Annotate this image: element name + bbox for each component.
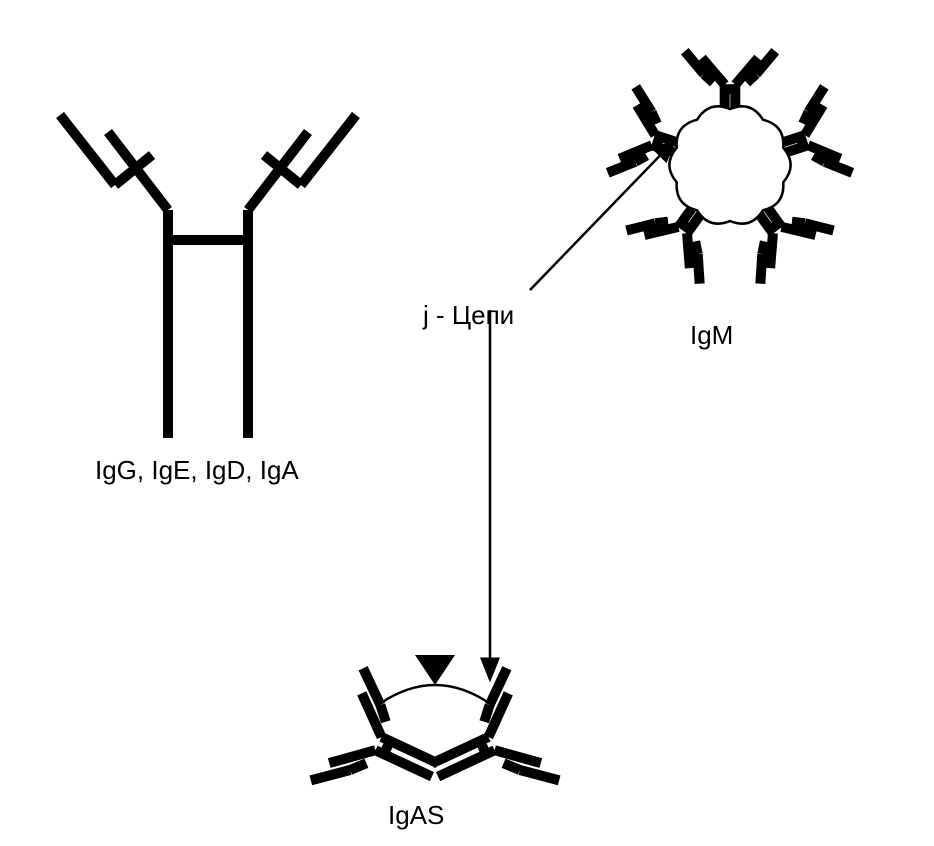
igas-label: IgAS bbox=[388, 800, 444, 831]
igm-label: IgM bbox=[690, 320, 733, 351]
arrows bbox=[0, 0, 934, 846]
jchain-label: j - Цепи bbox=[423, 300, 514, 331]
diagram-canvas: IgG, IgE, IgD, IgA IgM IgAS j - Цепи bbox=[0, 0, 934, 846]
monomer-label: IgG, IgE, IgD, IgA bbox=[95, 455, 299, 486]
